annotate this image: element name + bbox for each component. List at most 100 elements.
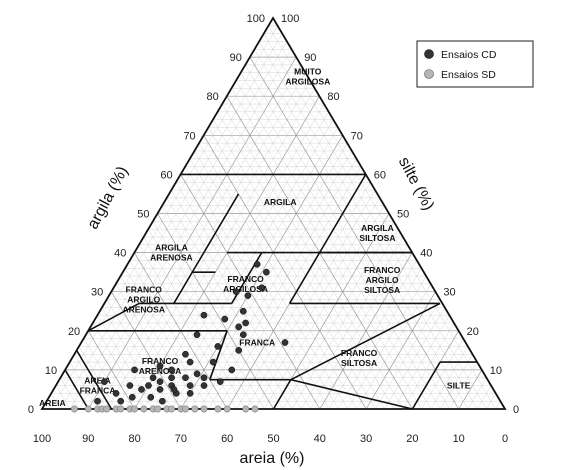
data-point-ensaios-sd <box>84 405 92 413</box>
axis-tick-labels: 0102030405060708090100010203040506070809… <box>28 13 519 445</box>
grid-line-sand <box>263 33 487 410</box>
grid-line-silt <box>477 385 492 410</box>
data-point-ensaios-cd <box>244 292 252 299</box>
clay-tick-label: 30 <box>91 287 103 299</box>
class-boundary-line <box>209 330 228 380</box>
region-label-franco-argilo-arenosa: FRANCO <box>126 285 163 295</box>
data-point-ensaios-cd <box>168 366 175 374</box>
grid-line-sand <box>101 307 163 410</box>
clay-tick-label: 20 <box>68 326 80 338</box>
grid-line-sand <box>78 346 117 410</box>
class-boundary-line <box>173 271 193 304</box>
data-point-ensaios-cd <box>221 315 229 323</box>
clay-tick-label: 60 <box>160 169 172 181</box>
grid-line-sand <box>180 174 321 410</box>
class-boundary-line <box>288 252 321 304</box>
grid-line-sand <box>51 393 61 410</box>
region-label-franco-argilo-arenosa: ARENOSA <box>122 305 165 315</box>
grid-line-sand <box>171 189 302 410</box>
data-point-ensaios-cd <box>193 331 201 339</box>
data-point-ensaios-cd <box>156 378 164 385</box>
data-point-ensaios-cd <box>239 331 247 339</box>
sand-tick-label: 10 <box>453 433 465 445</box>
silt-tick-label: 10 <box>490 365 502 377</box>
data-point-ensaios-cd <box>128 393 136 401</box>
data-point-ensaios-cd <box>168 374 175 382</box>
data-point-ensaios-sd <box>103 405 111 413</box>
grid-line-sand <box>115 283 191 410</box>
grid-line-silt <box>51 25 278 410</box>
grid-line-silt <box>143 103 325 410</box>
data-point-ensaios-cd <box>94 397 101 405</box>
data-point-ensaios-cd <box>239 307 247 315</box>
data-point-ensaios-cd <box>200 311 208 319</box>
data-point-ensaios-cd <box>126 382 134 389</box>
sand-tick-label: 100 <box>33 433 51 445</box>
region-label-franco-siltosa: FRANCO <box>341 348 378 358</box>
sand-axis-title: areia (%) <box>240 450 305 467</box>
data-point-ensaios-cd <box>101 378 108 385</box>
grid-line-sand <box>157 213 274 410</box>
grid-line-silt <box>291 229 399 410</box>
data-point-ensaios-sd <box>200 405 208 413</box>
class-boundary-line <box>64 369 89 410</box>
data-point-ensaios-cd <box>209 358 217 366</box>
region-label-argila-arenosa: ARGILA <box>155 243 188 253</box>
grid-line-sand <box>258 41 478 410</box>
grid-line-sand <box>221 103 404 410</box>
sand-tick-label: 20 <box>406 433 418 445</box>
data-point-ensaios-cd <box>186 382 194 389</box>
class-boundary-line <box>318 173 367 254</box>
data-point-ensaios-cd <box>138 386 145 393</box>
sand-tick-label: 90 <box>82 433 94 445</box>
grid-line-sand <box>175 182 311 410</box>
legend-label-ensaios-sd: Ensaios SD <box>441 69 496 81</box>
grid-line-silt <box>273 213 390 410</box>
silt-tick-label: 20 <box>467 326 479 338</box>
grid-line-sand <box>46 401 52 410</box>
data-point-ensaios-cd <box>156 386 164 393</box>
grid-line-sand <box>245 64 450 410</box>
grid-line-sand <box>240 72 441 410</box>
region-label-franca: FRANCA <box>239 338 275 348</box>
grid-line-sand <box>124 268 209 410</box>
silt-tick-label: 100 <box>281 13 299 25</box>
sand-tick-label: 70 <box>175 433 187 445</box>
region-label-franco-argilo-siltosa: FRANCO <box>364 265 401 275</box>
clay-tick-label: 70 <box>183 130 195 142</box>
grid-line-silt <box>347 275 427 410</box>
grid-line-sand <box>268 25 496 410</box>
data-point-ensaios-cd <box>147 393 155 401</box>
silt-tick-label: 40 <box>420 248 432 260</box>
grid-line-silt <box>87 56 297 410</box>
class-boundary-line <box>411 361 441 410</box>
grid-line-silt <box>328 260 418 410</box>
data-point-ensaios-cd <box>117 397 125 405</box>
grid-line-sand <box>120 275 200 410</box>
data-point-ensaios-sd <box>214 405 222 413</box>
class-boundary-line <box>87 302 140 332</box>
data-point-ensaios-cd <box>235 347 243 354</box>
grid-line-sand <box>69 361 98 410</box>
data-point-ensaios-sd <box>140 405 148 413</box>
region-label-silte: SILTE <box>447 381 471 391</box>
region-label-muito-argilosa: ARGILOSA <box>285 77 330 87</box>
region-label-franco-argilo-arenosa: ARGILO <box>127 295 160 305</box>
region-label-areia-franca: FRANCA <box>80 386 116 396</box>
data-point-ensaios-cd <box>170 386 178 393</box>
clay-tick-label: 10 <box>45 365 57 377</box>
grid-line-silt <box>402 322 455 410</box>
data-point-ensaios-cd <box>193 370 201 378</box>
region-label-areia-franca: AREIA <box>84 376 110 386</box>
grid-line-silt <box>384 307 445 410</box>
grid-line-silt <box>495 401 501 410</box>
region-label-franco-argilosa: FRANCO <box>227 274 264 284</box>
silt-tick-label: 80 <box>327 91 339 103</box>
grid-line-silt <box>125 88 315 410</box>
silt-tick-label: 0 <box>513 404 519 416</box>
region-label-franco-argilo-siltosa: SILTOSA <box>364 285 400 295</box>
region-label-argila-arenosa: ARENOSA <box>150 253 193 263</box>
data-point-ensaios-cd <box>214 343 222 350</box>
data-point-ensaios-cd <box>182 350 189 358</box>
clay-tick-label: 100 <box>247 13 265 25</box>
